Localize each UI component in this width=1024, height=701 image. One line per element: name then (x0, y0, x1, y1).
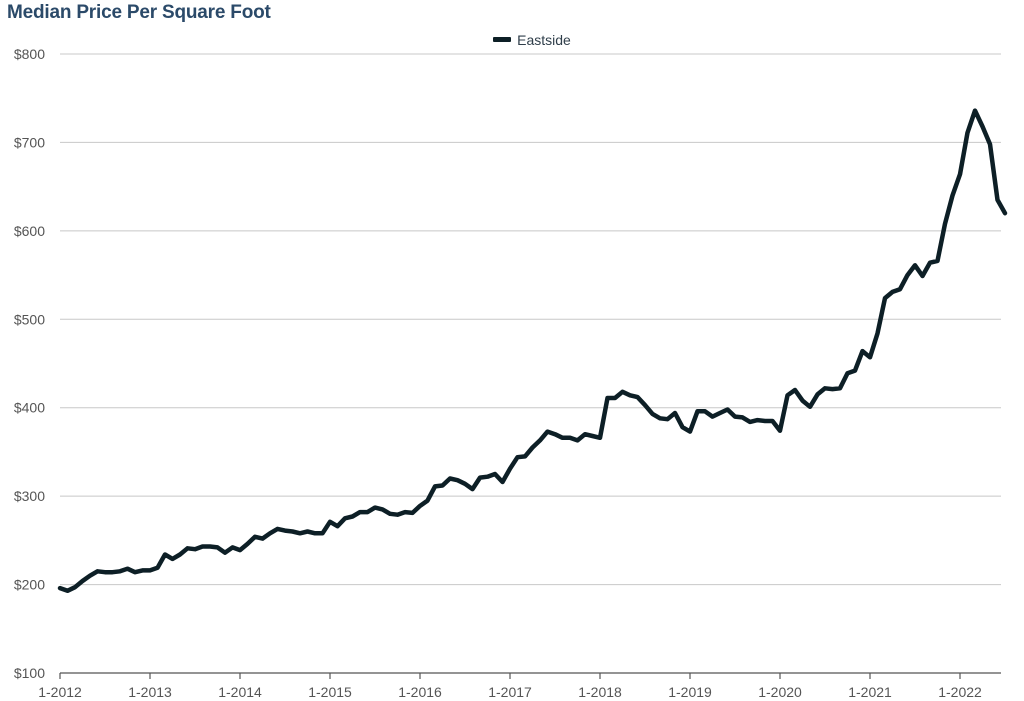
x-tick-label: 1-2017 (488, 684, 532, 700)
legend-swatch (493, 37, 512, 42)
chart-title: Median Price Per Square Foot (7, 2, 271, 23)
legend: Eastside (0, 29, 1024, 48)
x-tick-label: 1-2014 (218, 684, 262, 700)
x-tick-label: 1-2016 (398, 684, 442, 700)
x-tick-label: 1-2019 (668, 684, 712, 700)
x-tick-label: 1-2012 (38, 684, 82, 700)
legend-item-eastside: Eastside (493, 32, 571, 48)
x-tick-label: 1-2020 (758, 684, 802, 700)
y-tick-label: $700 (14, 134, 45, 150)
y-tick-label: $100 (14, 665, 45, 681)
y-tick-label: $500 (14, 311, 45, 327)
y-tick-label: $200 (14, 577, 45, 593)
x-tick-label: 1-2022 (938, 684, 982, 700)
x-tick-label: 1-2021 (848, 684, 892, 700)
y-tick-label: $300 (14, 488, 45, 504)
y-tick-label: $800 (14, 46, 45, 62)
legend-label-eastside: Eastside (517, 31, 571, 48)
y-tick-label: $600 (14, 223, 45, 239)
series-line-eastside (57, 108, 1008, 594)
x-tick-label: 1-2015 (308, 684, 352, 700)
x-tick-label: 1-2018 (578, 684, 622, 700)
y-tick-label: $400 (14, 400, 45, 416)
x-tick-label: 1-2013 (128, 684, 172, 700)
